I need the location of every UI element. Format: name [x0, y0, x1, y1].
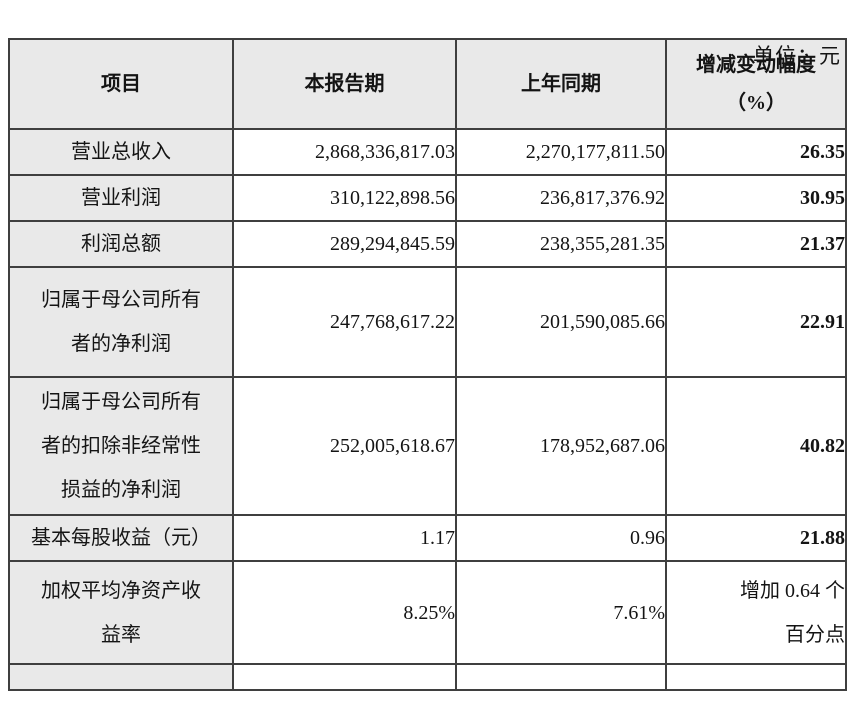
table-row: 归属于母公司所有 者的扣除非经常性 损益的净利润 252,005,618.67 … [8, 376, 847, 516]
table-row: 加权平均净资产收 益率 8.25% 7.61% 增加 0.64 个 百分点 [8, 560, 847, 665]
table-header-row: 项目 本报告期 上年同期 增减变动幅度 （%） [8, 38, 847, 130]
cell-current: 8.25% [232, 560, 457, 665]
cell-prior: 2,270,177,811.50 [455, 128, 667, 176]
cell-prior: 236,817,376.92 [455, 174, 667, 222]
cell-change: 21.88 [665, 514, 847, 562]
cell-prior: 201,590,085.66 [455, 266, 667, 378]
cell-current: 252,005,618.67 [232, 376, 457, 516]
cell-item: 基本每股收益（元） [8, 514, 234, 562]
cell-change: 26.35 [665, 128, 847, 176]
cell-item: 归属于母公司所有 者的净利润 [8, 266, 234, 378]
cell-prior: 238,355,281.35 [455, 220, 667, 268]
cell-item: 营业总收入 [8, 128, 234, 176]
cell-item: 营业利润 [8, 174, 234, 222]
cell-change [665, 663, 847, 691]
cell-item [8, 663, 234, 691]
column-header-current-period: 本报告期 [232, 38, 457, 130]
cell-current: 289,294,845.59 [232, 220, 457, 268]
table-row: 利润总额 289,294,845.59 238,355,281.35 21.37 [8, 220, 847, 268]
cell-current [232, 663, 457, 691]
cell-item: 归属于母公司所有 者的扣除非经常性 损益的净利润 [8, 376, 234, 516]
column-header-change: 增减变动幅度 （%） [665, 38, 847, 130]
cell-prior [455, 663, 667, 691]
cell-current: 2,868,336,817.03 [232, 128, 457, 176]
table-row: 基本每股收益（元） 1.17 0.96 21.88 [8, 514, 847, 562]
cell-item: 利润总额 [8, 220, 234, 268]
unit-label: 单位：元 [753, 44, 841, 68]
table-row: 营业利润 310,122,898.56 236,817,376.92 30.95 [8, 174, 847, 222]
cell-prior: 7.61% [455, 560, 667, 665]
cell-change: 30.95 [665, 174, 847, 222]
cell-change: 21.37 [665, 220, 847, 268]
cell-current: 1.17 [232, 514, 457, 562]
cell-current: 310,122,898.56 [232, 174, 457, 222]
table-row-partial [8, 663, 847, 691]
table-row: 营业总收入 2,868,336,817.03 2,270,177,811.50 … [8, 128, 847, 176]
financial-summary-table: 项目 本报告期 上年同期 增减变动幅度 （%） 营业总收入 2,868,336,… [8, 38, 847, 691]
column-header-prior-period: 上年同期 [455, 38, 667, 130]
cell-item: 加权平均净资产收 益率 [8, 560, 234, 665]
cell-change: 40.82 [665, 376, 847, 516]
table-row: 归属于母公司所有 者的净利润 247,768,617.22 201,590,08… [8, 266, 847, 378]
cell-change: 增加 0.64 个 百分点 [665, 560, 847, 665]
column-header-item: 项目 [8, 38, 234, 130]
cell-prior: 0.96 [455, 514, 667, 562]
cell-current: 247,768,617.22 [232, 266, 457, 378]
cell-change: 22.91 [665, 266, 847, 378]
cell-prior: 178,952,687.06 [455, 376, 667, 516]
